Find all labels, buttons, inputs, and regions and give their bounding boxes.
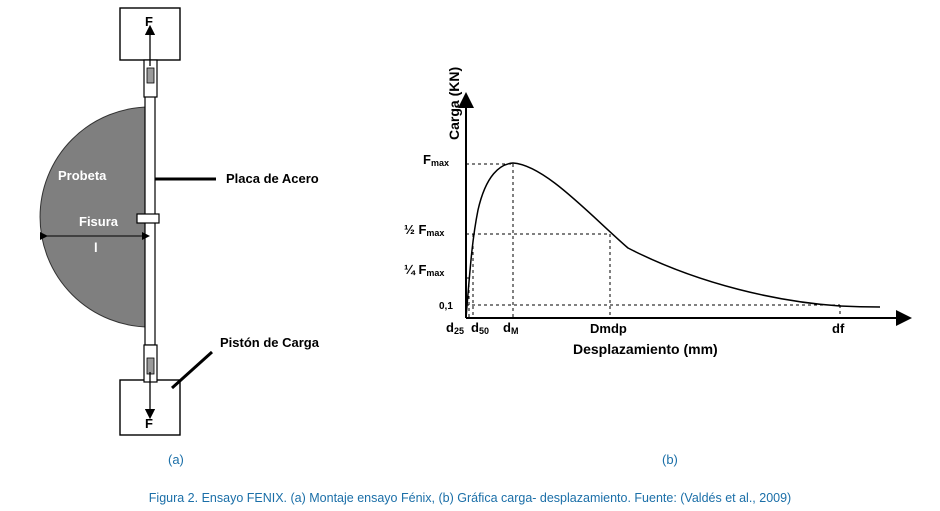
force-bottom-label: F xyxy=(145,416,153,431)
load-displacement-chart: Carga (KN) Desplazamiento (mm) Fmax ½ Fm… xyxy=(404,67,912,357)
crack-notch xyxy=(136,213,160,224)
y-tick-low: 0,1 xyxy=(439,301,453,312)
y-tick-quarter: ¼ Fmax xyxy=(404,262,444,278)
montaje-fenix: F F Probeta Fisura l Placa de Acero Pist… xyxy=(39,7,320,436)
caption-a: (a) xyxy=(168,452,184,467)
y-tick-fmax: Fmax xyxy=(423,152,449,168)
bottom-pin xyxy=(146,357,155,375)
x-tick-df: df xyxy=(832,321,845,336)
top-pin xyxy=(146,67,155,84)
piston-leader xyxy=(170,350,214,390)
x-tick-d25: d25 xyxy=(446,320,464,336)
probeta-label: Probeta xyxy=(58,168,107,183)
x-tick-d50: d50 xyxy=(471,320,489,336)
caption-b: (b) xyxy=(662,452,678,467)
x-tick-dM: dM xyxy=(503,320,518,336)
placa-label: Placa de Acero xyxy=(226,171,319,186)
x-tick-dmdp: Dmdp xyxy=(590,321,627,336)
length-label: l xyxy=(94,240,98,255)
force-top-label: F xyxy=(145,14,153,29)
piston-label: Pistón de Carga xyxy=(220,335,320,350)
figure-caption: Figura 2. Ensayo FENIX. (a) Montaje ensa… xyxy=(148,491,792,505)
reference-lines xyxy=(466,163,841,318)
load-curve xyxy=(465,162,881,319)
probeta-specimen xyxy=(39,106,151,328)
fisura-label: Fisura xyxy=(79,214,119,229)
x-axis-title: Desplazamiento (mm) xyxy=(573,341,718,357)
y-axis-title: Carga (KN) xyxy=(446,67,462,140)
y-tick-half: ½ Fmax xyxy=(404,222,444,238)
